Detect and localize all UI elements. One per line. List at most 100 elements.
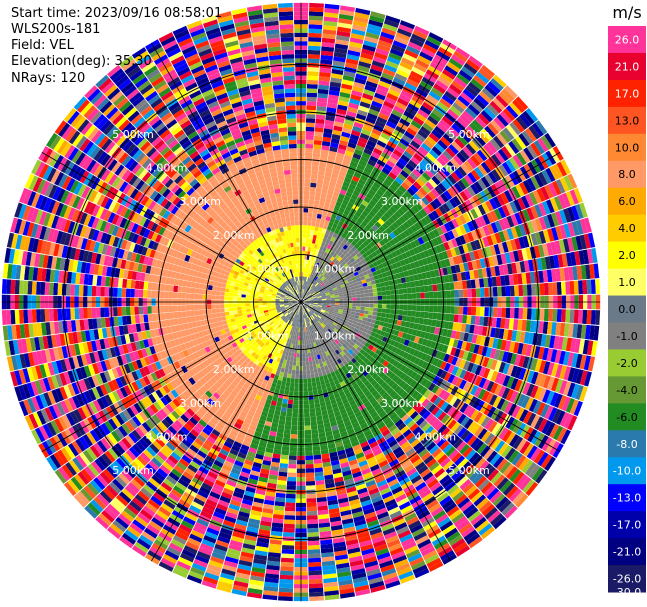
velocity-gate xyxy=(403,293,408,300)
velocity-gate xyxy=(385,175,395,184)
velocity-gate xyxy=(288,455,297,461)
velocity-gate xyxy=(369,234,376,241)
velocity-gate xyxy=(386,295,391,300)
velocity-gate xyxy=(295,374,299,379)
velocity-gate xyxy=(291,421,298,426)
velocity-gate xyxy=(477,204,487,216)
velocity-gate xyxy=(348,45,362,53)
velocity-gate xyxy=(481,202,490,214)
velocity-gate xyxy=(334,273,340,278)
velocity-gate xyxy=(377,218,385,226)
velocity-gate xyxy=(302,370,307,375)
velocity-gate xyxy=(549,197,559,212)
velocity-gate xyxy=(319,201,325,207)
velocity-gate xyxy=(478,131,490,144)
velocity-gate xyxy=(330,267,336,273)
velocity-gate xyxy=(322,136,332,143)
velocity-gate xyxy=(335,201,342,208)
velocity-gate xyxy=(356,207,364,214)
velocity-gate xyxy=(415,190,425,200)
velocity-gate xyxy=(380,282,386,288)
velocity-gate xyxy=(427,212,436,222)
velocity-gate xyxy=(333,164,341,171)
velocity-gate xyxy=(387,198,396,206)
velocity-gate xyxy=(280,407,287,413)
velocity-gate xyxy=(323,20,338,27)
velocity-gate xyxy=(286,377,291,383)
velocity-gate xyxy=(486,103,500,117)
velocity-gate xyxy=(512,119,525,133)
velocity-gate xyxy=(417,236,425,245)
velocity-gate xyxy=(462,146,474,158)
velocity-gate xyxy=(321,145,330,151)
velocity-gate xyxy=(387,253,394,260)
velocity-gate xyxy=(322,25,337,31)
velocity-gate xyxy=(522,308,528,320)
velocity-gate xyxy=(408,123,420,133)
velocity-gate xyxy=(462,110,475,122)
velocity-gate xyxy=(475,288,481,298)
velocity-gate xyxy=(302,250,305,256)
velocity-gate xyxy=(492,97,506,111)
velocity-gate xyxy=(330,199,337,206)
velocity-gate xyxy=(339,242,346,248)
velocity-gate xyxy=(308,199,315,205)
velocity-gate xyxy=(376,43,391,53)
velocity-gate xyxy=(354,210,362,218)
velocity-gate xyxy=(559,177,570,192)
velocity-gate xyxy=(522,209,531,222)
velocity-gate xyxy=(557,194,567,209)
velocity-gate xyxy=(280,458,289,464)
velocity-gate xyxy=(294,344,298,349)
velocity-gate xyxy=(398,93,411,103)
velocity-gate xyxy=(379,232,386,240)
velocity-gate xyxy=(467,103,481,116)
velocity-gate xyxy=(335,215,342,221)
velocity-gate xyxy=(324,289,329,293)
velocity-gate xyxy=(292,365,296,371)
velocity-gate xyxy=(308,28,323,34)
velocity-gate xyxy=(440,166,451,177)
velocity-gate xyxy=(437,139,448,150)
velocity-gate xyxy=(412,168,422,178)
velocity-gate xyxy=(304,255,308,260)
velocity-gate xyxy=(381,167,391,176)
velocity-gate xyxy=(314,131,324,137)
velocity-gate xyxy=(451,140,463,152)
velocity-gate xyxy=(316,272,321,278)
velocity-gate xyxy=(481,128,493,141)
velocity-gate xyxy=(356,306,361,310)
velocity-gate xyxy=(307,264,310,269)
velocity-gate xyxy=(484,307,490,317)
velocity-gate xyxy=(356,217,364,224)
velocity-gate xyxy=(380,316,386,322)
velocity-gate xyxy=(306,493,317,499)
velocity-gate xyxy=(445,129,457,141)
velocity-gate xyxy=(287,399,294,405)
velocity-gate xyxy=(332,287,338,291)
velocity-gate xyxy=(315,118,325,124)
velocity-gate xyxy=(304,344,308,349)
velocity-gate xyxy=(367,314,373,319)
velocity-gate xyxy=(319,281,324,286)
velocity-gate xyxy=(373,304,378,308)
velocity-gate xyxy=(346,54,360,61)
velocity-gate xyxy=(428,305,434,313)
velocity-gate xyxy=(392,202,401,211)
velocity-gate xyxy=(330,251,335,257)
velocity-gate xyxy=(303,212,308,217)
velocity-gate xyxy=(330,256,335,262)
velocity-gate xyxy=(301,331,304,337)
velocity-gate xyxy=(467,221,475,232)
velocity-gate xyxy=(355,274,361,280)
velocity-gate xyxy=(285,502,296,508)
velocity-gate xyxy=(432,284,438,292)
velocity-gate xyxy=(314,289,319,293)
velocity-gate xyxy=(308,399,315,405)
velocity-gate xyxy=(287,476,297,482)
velocity-gate xyxy=(480,64,495,78)
velocity-gate xyxy=(306,498,317,503)
velocity-gate xyxy=(367,285,373,290)
velocity-gate xyxy=(362,227,369,234)
velocity-gate xyxy=(303,378,308,384)
